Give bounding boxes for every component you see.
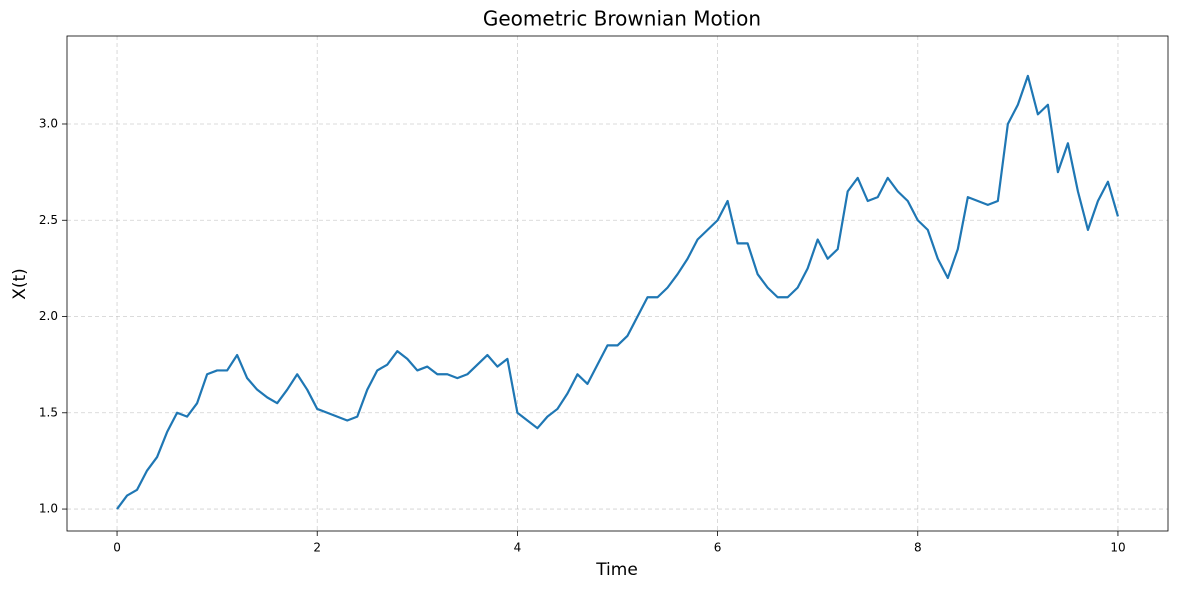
x-tick-label: 8 xyxy=(914,541,922,555)
chart-title: Geometric Brownian Motion xyxy=(483,7,761,31)
x-axis-label: Time xyxy=(595,560,638,580)
y-tick-label: 2.0 xyxy=(39,309,58,323)
y-tick-label: 2.5 xyxy=(39,213,58,227)
series-line xyxy=(116,74,1120,510)
y-tick-label: 1.5 xyxy=(39,405,58,419)
y-axis-label: X(t) xyxy=(10,268,30,300)
x-tick-label: 0 xyxy=(113,541,121,555)
y-tick-label: 3.0 xyxy=(39,116,58,130)
x-tick-label: 4 xyxy=(514,541,522,555)
x-tick-label: 6 xyxy=(714,541,722,555)
y-tick-label: 1.0 xyxy=(39,502,58,516)
x-tick-label: 2 xyxy=(313,541,321,555)
plot-frame xyxy=(66,35,1169,532)
x-tick-label: 10 xyxy=(1110,541,1125,555)
